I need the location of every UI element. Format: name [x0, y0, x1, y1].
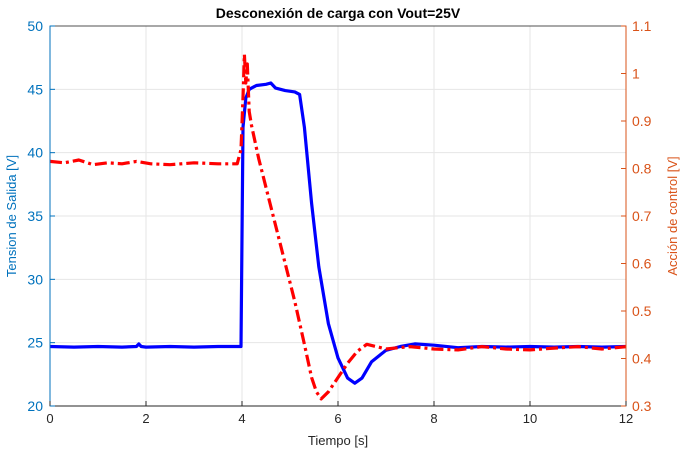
x-tick-label: 12 [619, 411, 633, 426]
series-layer [49, 52, 627, 401]
y-tick-label-right: 0.8 [632, 161, 652, 177]
x-tick-label: 6 [334, 411, 341, 426]
y-tick-label-right: 0.4 [632, 351, 652, 367]
y-tick-label-left: 50 [27, 18, 43, 34]
x-tick-label: 4 [238, 411, 245, 426]
y-tick-label-right: 0.5 [632, 303, 652, 319]
y-tick-label-left: 30 [27, 271, 43, 287]
x-axis-label: Tiempo [s] [308, 433, 368, 448]
y-tick-label-right: 1.1 [632, 18, 652, 34]
grid [50, 26, 626, 406]
series-line-tension-salida [49, 81, 627, 385]
y-tick-label-left: 20 [27, 398, 43, 414]
x-tick-label: 8 [430, 411, 437, 426]
y-tick-label-right: 0.6 [632, 256, 652, 272]
y-tick-label-left: 25 [27, 335, 43, 351]
y-tick-label-left: 40 [27, 145, 43, 161]
x-tick-label: 0 [46, 411, 53, 426]
x-tick-label: 10 [523, 411, 537, 426]
y-tick-label-right: 1 [632, 66, 640, 82]
y-tick-label-right: 0.3 [632, 398, 652, 414]
y-axis-label-left: Tension de Salida [V] [4, 155, 19, 277]
y-tick-label-right: 0.9 [632, 113, 652, 129]
chart-title: Desconexión de carga con Vout=25V [216, 5, 461, 21]
x-tick-label: 2 [142, 411, 149, 426]
y-axis-label-right: Acción de control [V] [665, 156, 680, 275]
axes: 0 2 4 6 8 10 12 20 25 30 35 40 45 50 0.3 0.4 0.5 0.6 0.7 0.… [27, 18, 651, 426]
y-tick-label-right: 0.7 [632, 208, 652, 224]
y-tick-label-left: 45 [27, 81, 43, 97]
y-tick-label-left: 35 [27, 208, 43, 224]
